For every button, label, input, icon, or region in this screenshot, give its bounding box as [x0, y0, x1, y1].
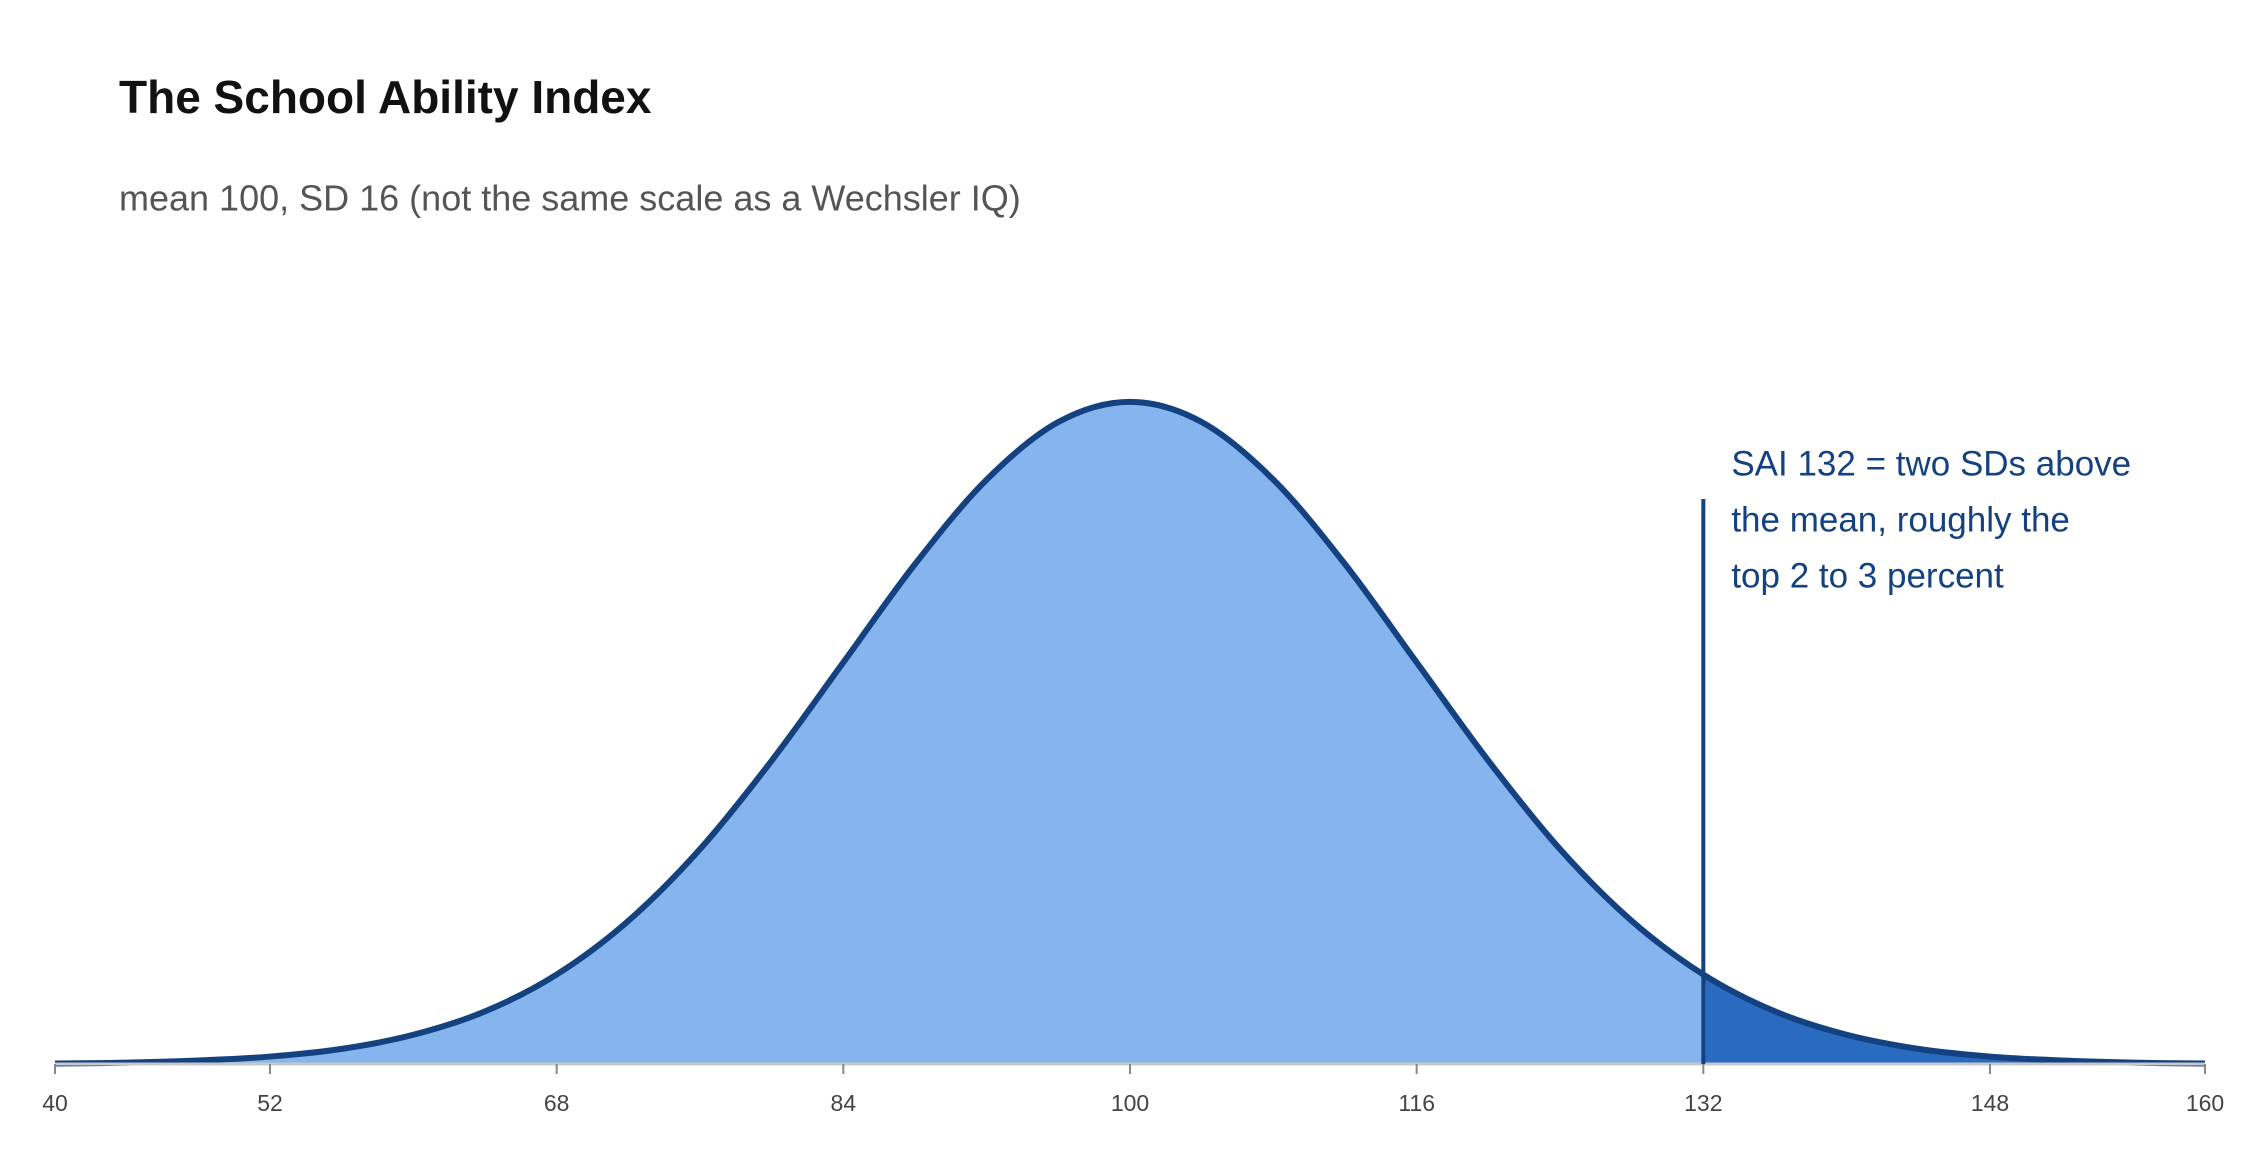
annotation-text: top 2 to 3 percent — [1731, 556, 2004, 595]
chart-subtitle: mean 100, SD 16 (not the same scale as a… — [119, 178, 1021, 219]
annotation-text: the mean, roughly the — [1731, 500, 2070, 539]
x-tick-label: 148 — [1971, 1090, 2009, 1116]
x-tick-label: 40 — [42, 1090, 68, 1116]
annotation-text: SAI 132 = two SDs above — [1731, 444, 2131, 483]
x-tick-label: 84 — [831, 1090, 857, 1116]
x-tick-label: 68 — [544, 1090, 570, 1116]
x-tick-label: 160 — [2186, 1090, 2224, 1116]
area — [55, 401, 2205, 1064]
chart-title: The School Ability Index — [119, 71, 652, 123]
highlight-area — [1703, 974, 2205, 1064]
x-tick-label: 100 — [1111, 1090, 1149, 1116]
x-tick-label: 116 — [1398, 1090, 1435, 1116]
x-tick-label: 52 — [257, 1090, 283, 1116]
x-tick-label: 132 — [1684, 1090, 1722, 1116]
curve — [54, 398, 2206, 1067]
